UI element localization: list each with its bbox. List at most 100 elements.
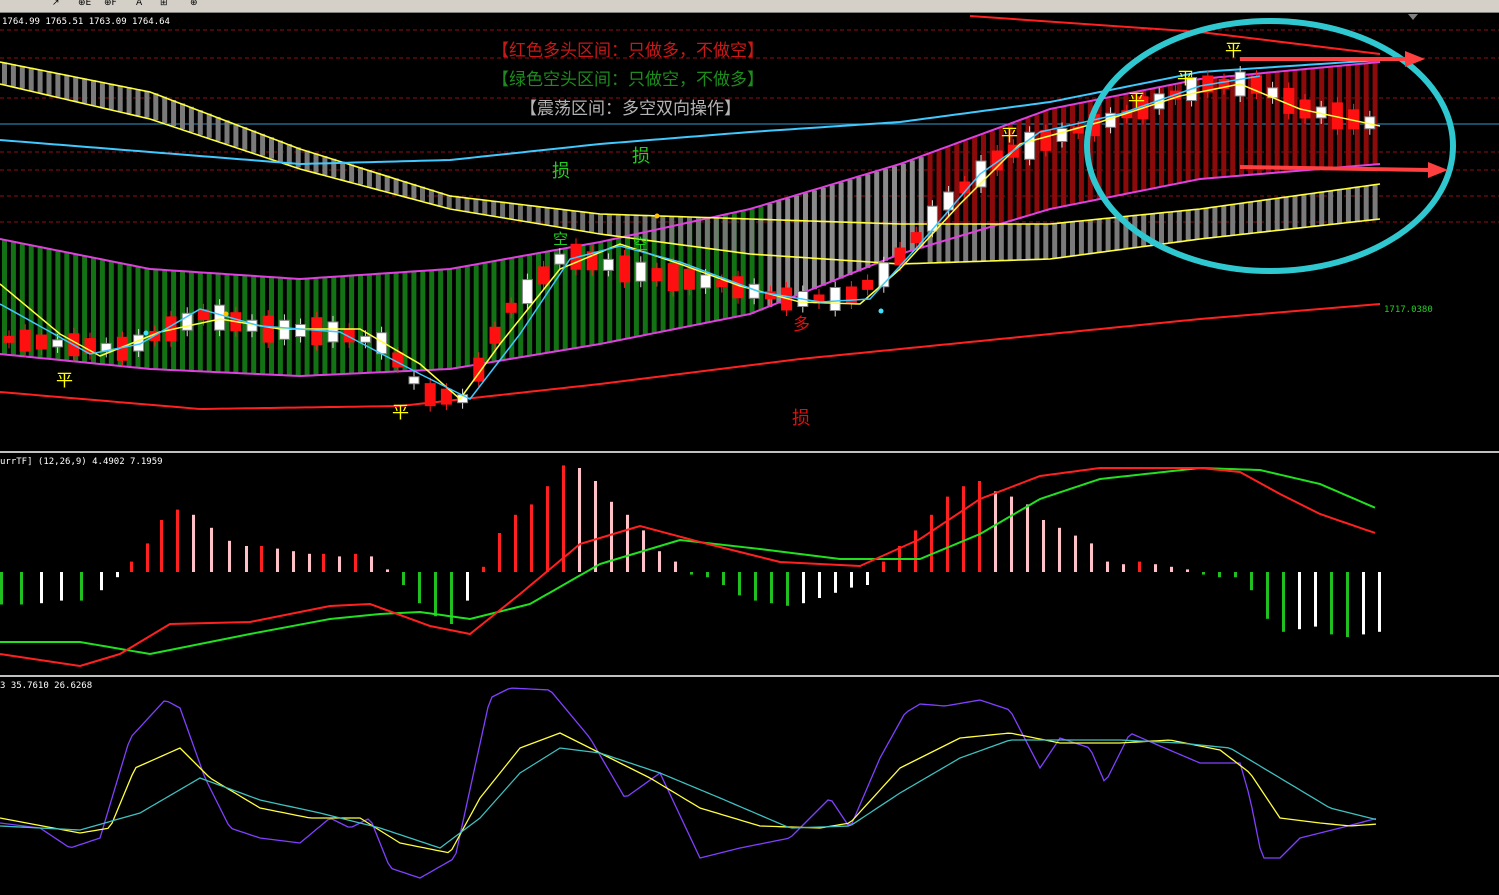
arrow-line [1239,165,1431,172]
candle-body [716,280,728,288]
cloud-bar [446,194,452,209]
macd-bar [1106,561,1109,572]
channel-upper [0,61,1381,281]
text-tool-icon[interactable]: A [136,0,143,8]
stoch-panel[interactable]: 3 35.7610 26.6268 [0,678,1499,895]
macd-bar [594,481,597,572]
macd-bar [1330,572,1333,635]
macd-panel[interactable]: urrTF] (12,26,9) 4.4902 7.1959 [0,454,1499,674]
cloud-bar [1105,218,1111,252]
cloud-bar [1203,208,1209,239]
cloud-bar [117,85,123,112]
fib-e-tool-icon[interactable]: ⊕E [78,0,92,8]
cloud-bar [553,208,559,227]
candle-body [1024,131,1036,160]
cloud-bar [722,218,728,251]
macd-bar [1074,535,1077,572]
cloud-bar [251,130,257,153]
cloud-bar [402,181,408,197]
cloud-bar [535,206,541,224]
cloud-bar [936,150,942,244]
arrow-tool-icon[interactable]: ⊕ [190,0,198,8]
cloud-bar [1256,73,1262,175]
cloud-bar [981,224,986,262]
mark-ping: 平 [1128,91,1145,111]
price-chart [0,14,1499,412]
cloud-bar [963,224,969,262]
cloud-bar [1052,223,1058,259]
cloud-bar [1212,207,1218,238]
cloud-bar [722,214,728,320]
cloud-bar [1087,101,1093,202]
macd-bar [292,551,295,572]
cloud-bar [500,259,506,361]
cloud-bar [1345,188,1351,223]
cloud-bar [678,224,684,329]
macd-bar [308,553,311,572]
cloud-bar [464,197,470,212]
stoch-k-line [0,687,1377,879]
cloud-bar [1239,75,1245,176]
cloud-bar [598,242,604,345]
macd-bar [1010,496,1013,572]
macd-bar [450,572,453,624]
cloud-bar [1283,71,1289,173]
cloud-bar [749,209,755,315]
candle-body [732,276,744,299]
cloud-bar [304,150,310,171]
candle-body [683,268,695,290]
line-tool-icon[interactable]: ↗ [52,0,60,8]
candle-body [602,258,614,271]
cloud-bar [1363,186,1369,221]
label-tool-icon[interactable]: ⊞ [160,0,168,8]
price-panel[interactable]: 1764.99 1765.51 1763.09 1764.64 1717.038… [0,14,1499,450]
cloud-bar [1265,199,1271,232]
candle-body [246,319,258,332]
cloud-bar [73,253,79,362]
cloud-bar [153,269,159,370]
macd-bar [674,561,677,572]
candle-body [278,319,290,340]
cloud-bar [224,120,230,144]
cloud-bar [1354,187,1360,222]
panel-separator[interactable] [0,451,1499,453]
cloud-bar [526,205,532,222]
cloud-bar [411,271,417,371]
mark-short: 空 [633,235,649,253]
cloud-bar [998,224,1004,261]
panel-separator[interactable] [0,675,1499,677]
fib-f-tool-icon[interactable]: ⊕F [104,0,117,8]
cloud-bar [1292,70,1298,172]
cloud-bar [464,266,470,367]
cloud-bar [1034,114,1040,214]
cloud-bar [455,196,461,210]
cloud-bar [633,215,639,239]
channel-lower [0,163,1381,378]
cloud-bar [117,262,123,366]
candle-body [538,266,550,285]
cloud-bar [242,275,248,374]
candle-body [505,302,517,313]
macd-bar [228,540,231,572]
scroll-marker [1408,14,1418,20]
cloud-bar [936,224,942,263]
cloud-bar [1239,203,1245,235]
candle-body [554,253,566,265]
cloud-bar [1043,111,1049,212]
macd-bar [1170,566,1173,572]
cloud-bar [598,213,603,234]
cloud-bar [277,140,283,162]
cloud-bar [660,228,666,332]
macd-bar [578,468,581,572]
macd-bar [1218,572,1221,578]
cloud-bar [1132,92,1138,193]
macd-bar [1058,527,1061,572]
macd-bar [354,553,357,572]
cloud-bar [82,78,88,104]
macd-label: urrTF] (12,26,9) 4.4902 7.1959 [0,457,163,467]
cloud-bar [482,263,488,364]
cloud-bar [731,218,737,252]
cloud-bar [954,144,960,238]
mark-stop: 损 [632,146,650,167]
signal-dot [878,308,884,314]
